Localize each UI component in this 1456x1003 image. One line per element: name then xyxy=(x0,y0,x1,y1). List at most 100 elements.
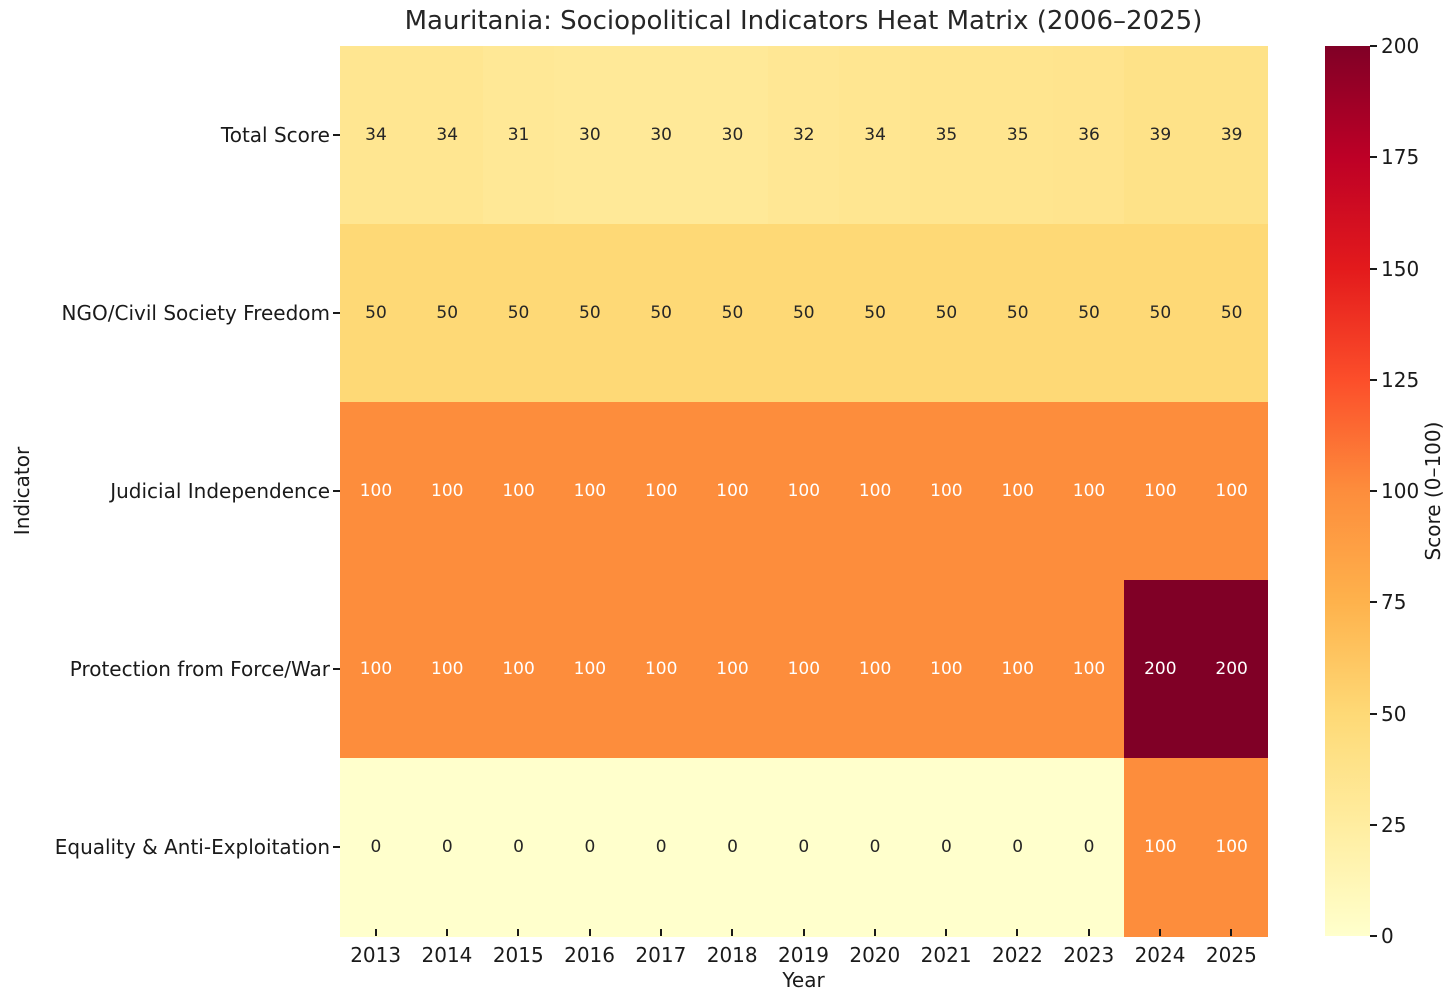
x-tick-mark xyxy=(517,929,520,936)
x-tick-label: 2013 xyxy=(350,943,402,967)
cell-value: 100 xyxy=(930,659,963,680)
x-tick-mark xyxy=(374,929,377,936)
x-tick-mark xyxy=(873,929,876,936)
cell-value: 0 xyxy=(584,837,596,858)
cell-value: 34 xyxy=(436,125,459,146)
heatmap-cell: 50 xyxy=(340,224,412,403)
heatmap-cell: 0 xyxy=(981,758,1054,937)
heatmap-cell: 100 xyxy=(625,580,698,759)
heatmap-cell: 100 xyxy=(981,402,1054,581)
heatmap-cell: 39 xyxy=(1124,46,1197,225)
heatmap-cell: 50 xyxy=(1124,224,1197,403)
x-tick-mark xyxy=(1230,929,1233,936)
cell-value: 100 xyxy=(1144,837,1177,858)
cell-value: 100 xyxy=(359,481,393,502)
heatmap-cell: 100 xyxy=(340,580,412,759)
cell-value: 50 xyxy=(792,303,815,324)
heatmap-cell: 50 xyxy=(1053,224,1125,403)
cell-value: 100 xyxy=(644,659,678,680)
cell-value: 100 xyxy=(1215,481,1248,502)
cell-value: 34 xyxy=(365,125,387,146)
heatmap-grid: 34 34 31 30 30 30 32 34 35 35 36 39 39 50 50 50 50 50 50 50… xyxy=(340,46,1268,937)
heatmap-cell: 100 xyxy=(839,402,912,581)
cell-value: 100 xyxy=(1001,481,1034,502)
cell-value: 100 xyxy=(359,659,393,680)
cell-value: 100 xyxy=(716,481,749,502)
heatmap-cell: 100 xyxy=(910,402,983,581)
x-tick-label: 2014 xyxy=(421,943,473,967)
heatmap-cell: 0 xyxy=(553,758,626,937)
cell-value: 36 xyxy=(1078,125,1100,146)
heatmap-cell: 100 xyxy=(767,402,840,581)
cell-value: 50 xyxy=(1006,303,1029,324)
heatmap-cell: 30 xyxy=(625,46,698,225)
colorbar-tick-mark xyxy=(1370,601,1377,604)
heatmap-cell: 50 xyxy=(910,224,983,403)
cell-value: 32 xyxy=(792,125,815,146)
colorbar-tick-label: 50 xyxy=(1381,701,1407,726)
cell-value: 100 xyxy=(502,481,535,502)
cell-value: 100 xyxy=(431,659,464,680)
heatmap-cell: 200 xyxy=(1195,580,1268,759)
heatmap-cell: 30 xyxy=(553,46,626,225)
heatmap-cell: 35 xyxy=(981,46,1054,225)
heatmap-cell: 50 xyxy=(482,224,555,403)
heatmap-cell: 0 xyxy=(767,758,840,937)
heatmap-cell: 31 xyxy=(482,46,555,225)
colorbar-tick-mark xyxy=(1370,935,1377,937)
colorbar-tick-label: 200 xyxy=(1381,34,1420,58)
heatmap-cell: 50 xyxy=(553,224,626,403)
x-tick-label: 2019 xyxy=(778,943,829,967)
y-tick-mark xyxy=(333,312,340,314)
x-tick-label: 2017 xyxy=(635,943,687,967)
heatmap-cell: 100 xyxy=(696,402,769,581)
cell-value: 30 xyxy=(650,125,672,146)
cell-value: 100 xyxy=(1144,481,1177,502)
heatmap-cell: 0 xyxy=(1053,758,1125,937)
cell-value: 0 xyxy=(513,837,524,858)
colorbar-tick-mark xyxy=(1370,490,1377,492)
cell-value: 50 xyxy=(436,303,459,324)
heatmap-cell: 100 xyxy=(839,580,912,759)
colorbar-tick-mark xyxy=(1370,267,1377,270)
y-tick-label: NGO/Civil Society Freedom xyxy=(61,301,330,325)
cell-value: 31 xyxy=(507,125,530,146)
cell-value: 50 xyxy=(1149,303,1172,324)
cell-value: 100 xyxy=(1001,659,1034,680)
cell-value: 0 xyxy=(1012,837,1024,858)
y-tick-label: Judicial Independence xyxy=(110,479,330,503)
colorbar-tick-mark xyxy=(1370,156,1377,159)
heatmap-cell: 100 xyxy=(553,402,626,581)
cell-value: 0 xyxy=(655,837,667,858)
heatmap-cell: 50 xyxy=(839,224,912,403)
x-axis-label: Year xyxy=(782,968,825,992)
colorbar-tick-mark xyxy=(1370,823,1377,826)
heatmap-cell: 100 xyxy=(482,580,555,759)
cell-value: 100 xyxy=(787,659,821,680)
chart-title: Mauritania: Sociopolitical Indicators He… xyxy=(404,6,1203,36)
x-tick-label: 2024 xyxy=(1134,943,1186,967)
heatmap-cell: 100 xyxy=(1195,758,1268,937)
cell-value: 0 xyxy=(798,837,810,858)
cell-value: 100 xyxy=(431,481,464,502)
cell-value: 50 xyxy=(1078,303,1100,324)
cell-value: 0 xyxy=(940,837,952,858)
heatmap-cell: 30 xyxy=(696,46,769,225)
cell-value: 50 xyxy=(579,303,601,324)
y-tick-mark xyxy=(333,134,340,136)
x-tick-mark xyxy=(1016,929,1019,936)
cell-value: 39 xyxy=(1149,125,1172,146)
heatmap-cell: 0 xyxy=(910,758,983,937)
heatmap-cell: 100 xyxy=(553,580,626,759)
heatmap-cell: 34 xyxy=(340,46,412,225)
heatmap-cell: 100 xyxy=(1053,402,1125,581)
heatmap-cell: 0 xyxy=(340,758,412,937)
colorbar-tick-mark xyxy=(1370,45,1377,47)
cell-value: 100 xyxy=(573,659,607,680)
x-tick-label: 2022 xyxy=(991,943,1043,967)
cell-value: 50 xyxy=(650,303,672,324)
x-tick-mark xyxy=(1087,929,1090,936)
heatmap-cell: 34 xyxy=(839,46,912,225)
cell-value: 0 xyxy=(370,837,382,858)
